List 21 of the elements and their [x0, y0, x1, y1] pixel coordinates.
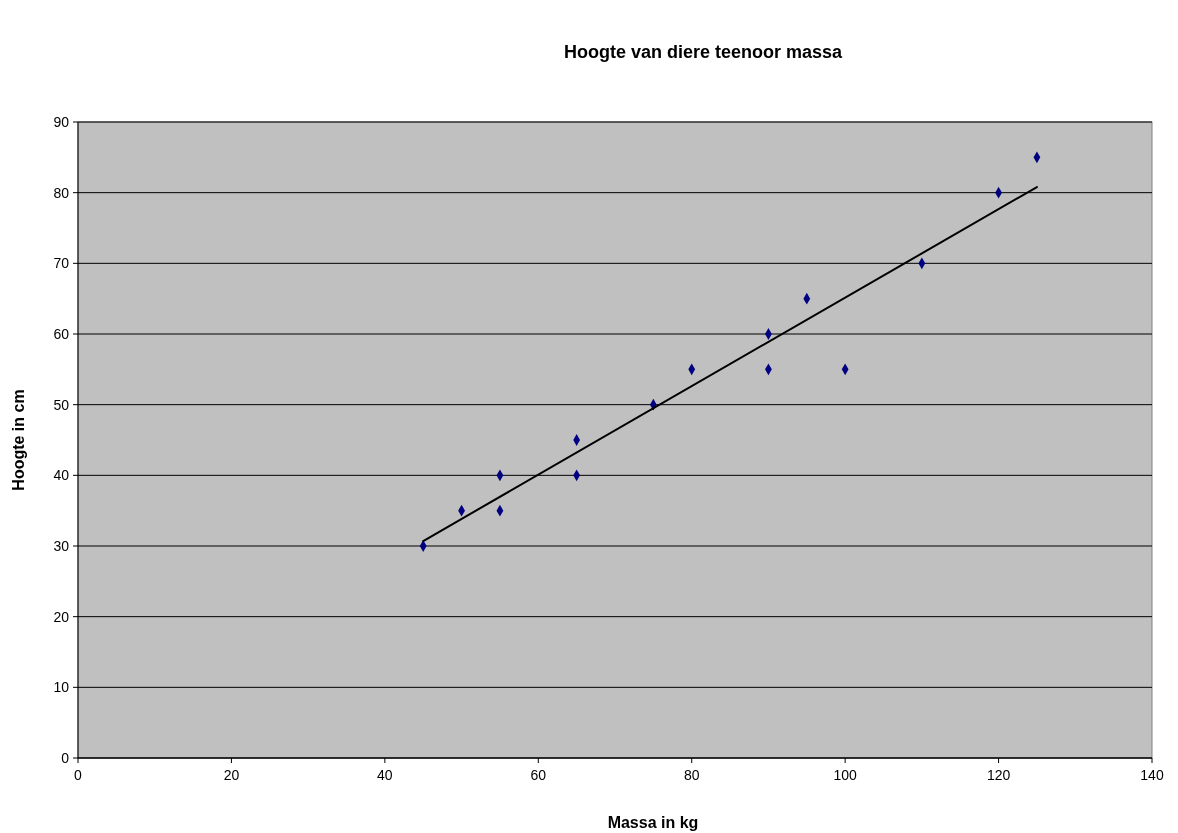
x-tick-label: 20	[223, 767, 240, 783]
x-tick-label: 0	[74, 767, 83, 783]
y-tick-label: 70	[53, 255, 70, 272]
y-tick-label: 20	[53, 608, 70, 625]
x-tick-label: 40	[377, 767, 393, 783]
y-tick-label: 40	[53, 467, 70, 484]
y-tick-label: 80	[53, 184, 70, 201]
y-tick-label: 90	[53, 113, 70, 130]
x-tick-label: 60	[530, 767, 547, 783]
y-tick-label: 10	[53, 679, 70, 696]
x-tick-label: 140	[1140, 767, 1164, 783]
x-tick-label: 100	[833, 767, 858, 783]
y-axis-title: Hoogte in cm	[10, 389, 27, 491]
y-tick-label: 0	[61, 749, 70, 766]
x-tick-label: 80	[683, 767, 700, 783]
x-axis-title: Massa in kg	[607, 814, 699, 831]
y-tick-label: 60	[53, 325, 70, 342]
x-tick-label: 120	[986, 767, 1011, 783]
y-tick-label: 30	[53, 537, 70, 554]
y-tick-label: 50	[53, 396, 70, 413]
chart-title: Hoogte van diere teenoor massa	[563, 42, 844, 62]
